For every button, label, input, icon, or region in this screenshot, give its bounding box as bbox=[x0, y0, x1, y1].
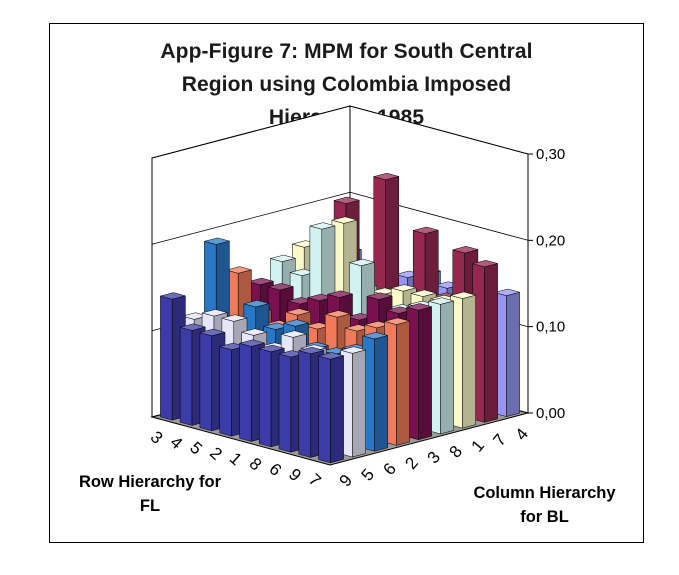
row-category-label: 1 bbox=[226, 449, 246, 469]
column-category-label: 9 bbox=[335, 471, 356, 490]
z-tick-label: 0,00 bbox=[536, 405, 565, 422]
column-category-label: 2 bbox=[401, 454, 422, 473]
bar-row-7-col-6 bbox=[361, 332, 389, 452]
row-category-label: 9 bbox=[285, 465, 305, 485]
bar-row-7-col-3 bbox=[405, 303, 433, 441]
column-category-label: 8 bbox=[445, 442, 466, 461]
row-category-label: 8 bbox=[246, 454, 266, 474]
chart-bars bbox=[159, 172, 521, 464]
gridline bbox=[151, 191, 529, 245]
bar-row-7-col-1 bbox=[449, 291, 477, 429]
column-category-label: 3 bbox=[423, 448, 444, 467]
chart-frame bbox=[49, 23, 644, 543]
row-category-label: 4 bbox=[166, 433, 186, 453]
column-category-label: 1 bbox=[468, 436, 489, 455]
row-category-label: 3 bbox=[147, 427, 167, 447]
row-axis-title-line-2: FL bbox=[139, 497, 161, 515]
column-category-label: 6 bbox=[379, 459, 400, 478]
chart-title-line-2: Region using Colombia Imposed bbox=[181, 73, 512, 96]
z-tick-label: 0,20 bbox=[536, 232, 565, 249]
bar-row-7-col-4 bbox=[493, 288, 521, 417]
row-category-label: 6 bbox=[265, 459, 285, 479]
row-axis-title: Row Hierarchy for FL bbox=[60, 470, 240, 518]
row-category-label: 2 bbox=[206, 443, 226, 463]
column-category-label: 4 bbox=[511, 425, 532, 444]
bar-row-7-col-5 bbox=[339, 346, 367, 458]
column-category-label: 7 bbox=[489, 430, 510, 449]
bar-row-7-col-2 bbox=[383, 317, 411, 446]
gridline bbox=[151, 105, 529, 159]
column-category-label: 5 bbox=[357, 465, 378, 484]
z-tick-label: 0,30 bbox=[536, 146, 565, 163]
bar-row-7-col-8 bbox=[427, 297, 455, 435]
column-axis-title-line-1: Column Hierarchy bbox=[473, 484, 616, 502]
bar-row-7-col-9 bbox=[317, 352, 345, 464]
row-category-label: 7 bbox=[305, 470, 325, 490]
bar-row-7-col-7 bbox=[471, 260, 499, 423]
row-category-label: 5 bbox=[186, 438, 206, 458]
column-axis-title-line-2: for BL bbox=[520, 508, 569, 526]
bar-row-4-col-9 bbox=[179, 323, 207, 426]
column-axis-title: Column Hierarchy for BL bbox=[452, 481, 637, 529]
chart-title-line-1: App-Figure 7: MPM for South Central bbox=[160, 40, 533, 63]
z-tick-label: 0,10 bbox=[536, 319, 565, 336]
row-axis-title-line-1: Row Hierarchy for bbox=[78, 473, 222, 491]
